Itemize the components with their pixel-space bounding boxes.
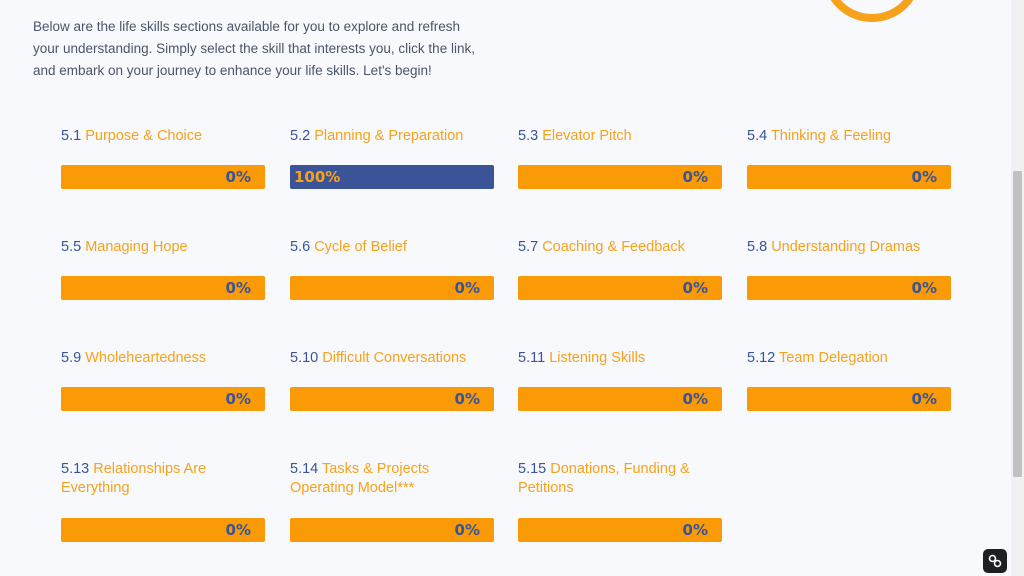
skill-number: 5.8: [747, 239, 768, 255]
skill-title: 5.5 Managing Hope: [61, 238, 265, 278]
skill-title: 5.8 Understanding Dramas: [747, 238, 951, 278]
skill-link[interactable]: Relationships Are Everything: [61, 461, 207, 496]
skill-number: 5.6: [290, 239, 311, 255]
skill-card: 5.4 Thinking & Feeling 0%: [747, 127, 951, 189]
progress-label: 0%: [682, 279, 708, 297]
skill-card: 5.5 Managing Hope 0%: [61, 238, 265, 300]
skill-link[interactable]: Purpose & Choice: [85, 128, 203, 144]
progress-label: 0%: [682, 390, 708, 408]
skill-card: 5.11 Listening Skills 0%: [518, 349, 722, 411]
progress-bar: 0%: [61, 518, 265, 542]
progress-bar: 0%: [518, 165, 722, 189]
progress-fill: [290, 165, 494, 189]
skill-link[interactable]: Managing Hope: [85, 239, 188, 255]
skill-link[interactable]: Understanding Dramas: [771, 239, 921, 255]
skill-title: 5.6 Cycle of Belief: [290, 238, 494, 278]
skill-link[interactable]: Planning & Preparation: [314, 128, 464, 144]
skill-link[interactable]: Wholeheartedness: [85, 350, 207, 366]
progress-label: 0%: [911, 390, 937, 408]
progress-bar: 0%: [747, 276, 951, 300]
link-icon: [988, 554, 1002, 568]
skill-title: 5.13 Relationships Are Everything: [61, 460, 265, 500]
skill-link[interactable]: Coaching & Feedback: [542, 239, 685, 255]
progress-bar: 0%: [518, 518, 722, 542]
progress-bar: 0%: [61, 387, 265, 411]
skill-number: 5.12: [747, 350, 776, 366]
progress-bar: 0%: [61, 165, 265, 189]
skill-number: 5.11: [518, 350, 546, 366]
progress-label: 0%: [911, 168, 937, 186]
progress-bar: 0%: [518, 387, 722, 411]
progress-label: 0%: [225, 521, 251, 539]
progress-label: 0%: [225, 168, 251, 186]
skill-link[interactable]: Listening Skills: [549, 350, 646, 366]
skill-card: 5.15 Donations, Funding & Petitions 0%: [518, 460, 722, 542]
skill-title: 5.10 Difficult Conversations: [290, 349, 494, 389]
skill-card: 5.3 Elevator Pitch 0%: [518, 127, 722, 189]
skill-title: 5.11 Listening Skills: [518, 349, 722, 389]
progress-label: 0%: [225, 390, 251, 408]
progress-label: 0%: [225, 279, 251, 297]
skill-title: 5.3 Elevator Pitch: [518, 127, 722, 167]
progress-bar: 0%: [747, 165, 951, 189]
skill-card: 5.12 Team Delegation 0%: [747, 349, 951, 411]
intro-text: Below are the life skills sections avail…: [33, 19, 475, 78]
skill-title: 5.1 Purpose & Choice: [61, 127, 265, 167]
skill-link[interactable]: Donations, Funding & Petitions: [518, 461, 690, 496]
progress-bar: 0%: [290, 518, 494, 542]
progress-label: 0%: [682, 521, 708, 539]
skill-number: 5.15: [518, 461, 547, 477]
skill-link[interactable]: Difficult Conversations: [322, 350, 467, 366]
progress-bar: 0%: [290, 276, 494, 300]
scroll-thumb[interactable]: [1013, 171, 1022, 477]
skill-card: 5.8 Understanding Dramas 0%: [747, 238, 951, 300]
skill-title: 5.15 Donations, Funding & Petitions: [518, 460, 722, 500]
skill-link[interactable]: Thinking & Feeling: [770, 128, 892, 144]
progress-bar: 0%: [290, 387, 494, 411]
skill-number: 5.7: [518, 239, 539, 255]
progress-label: 0%: [682, 168, 708, 186]
skill-number: 5.1: [61, 128, 82, 144]
progress-label: 0%: [911, 279, 937, 297]
skill-number: 5.9: [61, 350, 82, 366]
skill-title: 5.2 Planning & Preparation: [290, 127, 494, 167]
skill-number: 5.5: [61, 239, 82, 255]
skill-title: 5.9 Wholeheartedness: [61, 349, 265, 389]
skill-number: 5.2: [290, 128, 311, 144]
skill-title: 5.7 Coaching & Feedback: [518, 238, 722, 278]
skill-card: 5.6 Cycle of Belief 0%: [290, 238, 494, 300]
skill-link[interactable]: Elevator Pitch: [542, 128, 632, 144]
skill-number: 5.3: [518, 128, 539, 144]
progress-label: 100%: [294, 168, 341, 186]
skill-title: 5.12 Team Delegation: [747, 349, 951, 389]
progress-bar: 0%: [61, 276, 265, 300]
skill-title: 5.4 Thinking & Feeling: [747, 127, 951, 167]
skill-card: 5.1 Purpose & Choice 0%: [61, 127, 265, 189]
skill-card: 5.2 Planning & Preparation 100%: [290, 127, 494, 189]
progress-label: 0%: [454, 279, 480, 297]
skill-card: 5.7 Coaching & Feedback 0%: [518, 238, 722, 300]
skill-link[interactable]: Tasks & Projects Operating Model***: [290, 461, 430, 496]
skill-title: 5.14 Tasks & Projects Operating Model***: [290, 460, 494, 500]
skill-link[interactable]: Team Delegation: [779, 350, 888, 366]
skill-number: 5.10: [290, 350, 319, 366]
skill-card: 5.10 Difficult Conversations 0%: [290, 349, 494, 411]
extension-button[interactable]: [983, 549, 1007, 573]
skill-number: 5.4: [747, 128, 768, 144]
skill-card: 5.13 Relationships Are Everything 0%: [61, 460, 265, 542]
skill-card: 5.14 Tasks & Projects Operating Model***…: [290, 460, 494, 542]
skill-number: 5.14: [290, 461, 319, 477]
progress-bar: 100%: [290, 165, 494, 189]
progress-bar: 0%: [747, 387, 951, 411]
progress-label: 0%: [454, 521, 480, 539]
skill-card: 5.9 Wholeheartedness 0%: [61, 349, 265, 411]
skill-number: 5.13: [61, 461, 90, 477]
scrollbar[interactable]: [1011, 0, 1024, 576]
progress-bar: 0%: [518, 276, 722, 300]
progress-label: 0%: [454, 390, 480, 408]
skill-link[interactable]: Cycle of Belief: [314, 239, 407, 255]
